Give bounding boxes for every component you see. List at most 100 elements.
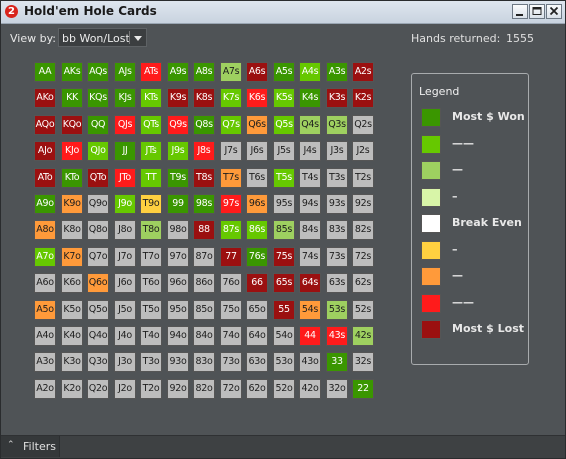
hand-cell[interactable]: Q8o	[87, 220, 109, 240]
hand-cell[interactable]: K3s	[326, 88, 348, 108]
hand-cell[interactable]: 62s	[352, 273, 374, 293]
hand-cell[interactable]: ATs	[140, 62, 162, 82]
hand-cell[interactable]: 32o	[326, 379, 348, 399]
hand-cell[interactable]: Q7o	[87, 247, 109, 267]
hand-cell[interactable]: 97s	[220, 194, 242, 214]
hand-cell[interactable]: AJo	[34, 141, 56, 161]
hand-cell[interactable]: KK	[61, 88, 83, 108]
hand-cell[interactable]: 77	[220, 247, 242, 267]
hand-cell[interactable]: 86s	[246, 220, 268, 240]
hand-cell[interactable]: T6o	[140, 273, 162, 293]
hand-cell[interactable]: Q6s	[246, 115, 268, 135]
close-button[interactable]	[546, 4, 562, 19]
hand-cell[interactable]: K9o	[61, 194, 83, 214]
hand-cell[interactable]: J8o	[114, 220, 136, 240]
hand-cell[interactable]: AKs	[61, 62, 83, 82]
hand-cell[interactable]: 54s	[299, 300, 321, 320]
hand-cell[interactable]: J9s	[167, 141, 189, 161]
hand-cell[interactable]: T9s	[167, 168, 189, 188]
hand-cell[interactable]: K2s	[352, 88, 374, 108]
minimize-button[interactable]	[512, 4, 528, 19]
hand-cell[interactable]: K6o	[61, 273, 83, 293]
hand-cell[interactable]: Q4s	[299, 115, 321, 135]
hand-cell[interactable]: J2s	[352, 141, 374, 161]
hand-cell[interactable]: KQs	[87, 88, 109, 108]
hand-cell[interactable]: K5o	[61, 300, 83, 320]
hand-cell[interactable]: Q4o	[87, 326, 109, 346]
hand-cell[interactable]: Q2s	[352, 115, 374, 135]
hand-cell[interactable]: A5o	[34, 300, 56, 320]
hand-cell[interactable]: 98o	[167, 220, 189, 240]
maximize-button[interactable]	[529, 4, 545, 19]
hand-cell[interactable]: QJo	[87, 141, 109, 161]
hand-cell[interactable]: 43o	[299, 352, 321, 372]
hand-cell[interactable]: 54o	[273, 326, 295, 346]
hand-cell[interactable]: A3o	[34, 352, 56, 372]
hand-cell[interactable]: 72s	[352, 247, 374, 267]
hand-cell[interactable]: KJs	[114, 88, 136, 108]
hand-cell[interactable]: 64o	[246, 326, 268, 346]
hand-cell[interactable]: TT	[140, 168, 162, 188]
hand-cell[interactable]: 93s	[326, 194, 348, 214]
hand-cell[interactable]: Q3o	[87, 352, 109, 372]
hand-cell[interactable]: 33	[326, 352, 348, 372]
hand-cell[interactable]: Q5o	[87, 300, 109, 320]
hand-cell[interactable]: J3o	[114, 352, 136, 372]
hand-cell[interactable]: 82o	[193, 379, 215, 399]
hand-cell[interactable]: 62o	[246, 379, 268, 399]
hand-cell[interactable]: 82s	[352, 220, 374, 240]
hand-cell[interactable]: T4s	[299, 168, 321, 188]
hand-cell[interactable]: AJs	[114, 62, 136, 82]
hand-cell[interactable]: T2o	[140, 379, 162, 399]
hand-cell[interactable]: J9o	[114, 194, 136, 214]
hand-cell[interactable]: J6o	[114, 273, 136, 293]
hand-cell[interactable]: J5o	[114, 300, 136, 320]
hand-cell[interactable]: 96o	[167, 273, 189, 293]
hand-cell[interactable]: AQs	[87, 62, 109, 82]
hand-cell[interactable]: Q7s	[220, 115, 242, 135]
hand-cell[interactable]: KQo	[61, 115, 83, 135]
hand-cell[interactable]: 53s	[326, 300, 348, 320]
hand-cell[interactable]: T7o	[140, 247, 162, 267]
hand-cell[interactable]: 85s	[273, 220, 295, 240]
hand-cell[interactable]: T5o	[140, 300, 162, 320]
hand-cell[interactable]: 98s	[193, 194, 215, 214]
hand-cell[interactable]: 66	[246, 273, 268, 293]
hand-cell[interactable]: A7o	[34, 247, 56, 267]
hand-cell[interactable]: 43s	[326, 326, 348, 346]
hand-cell[interactable]: QTs	[140, 115, 162, 135]
hand-cell[interactable]: 42o	[299, 379, 321, 399]
hand-cell[interactable]: 96s	[246, 194, 268, 214]
hand-cell[interactable]: T4o	[140, 326, 162, 346]
hand-cell[interactable]: 92s	[352, 194, 374, 214]
hand-cell[interactable]: T7s	[220, 168, 242, 188]
hand-cell[interactable]: K7s	[220, 88, 242, 108]
hand-cell[interactable]: KTo	[61, 168, 83, 188]
hand-cell[interactable]: T8s	[193, 168, 215, 188]
hand-cell[interactable]: JTo	[114, 168, 136, 188]
hand-cell[interactable]: A6o	[34, 273, 56, 293]
hand-cell[interactable]: AQo	[34, 115, 56, 135]
hand-cell[interactable]: J4s	[299, 141, 321, 161]
hand-cell[interactable]: J8s	[193, 141, 215, 161]
hand-cell[interactable]: 95o	[167, 300, 189, 320]
hand-cell[interactable]: 65o	[246, 300, 268, 320]
hand-cell[interactable]: 94s	[299, 194, 321, 214]
hand-cell[interactable]: 22	[352, 379, 374, 399]
chevron-down-icon[interactable]	[134, 36, 142, 41]
hand-cell[interactable]: 83o	[193, 352, 215, 372]
hand-cell[interactable]: 74o	[220, 326, 242, 346]
hand-cell[interactable]: K9s	[167, 88, 189, 108]
hand-cell[interactable]: JJ	[114, 141, 136, 161]
hand-cell[interactable]: 73s	[326, 247, 348, 267]
hand-cell[interactable]: 74s	[299, 247, 321, 267]
hand-cell[interactable]: A4s	[299, 62, 321, 82]
hand-cell[interactable]: J7o	[114, 247, 136, 267]
hand-cell[interactable]: A4o	[34, 326, 56, 346]
hand-cell[interactable]: 83s	[326, 220, 348, 240]
hand-cell[interactable]: A8o	[34, 220, 56, 240]
hand-cell[interactable]: A3s	[326, 62, 348, 82]
hand-cell[interactable]: Q3s	[326, 115, 348, 135]
hand-cell[interactable]: K7o	[61, 247, 83, 267]
hand-cell[interactable]: K8o	[61, 220, 83, 240]
